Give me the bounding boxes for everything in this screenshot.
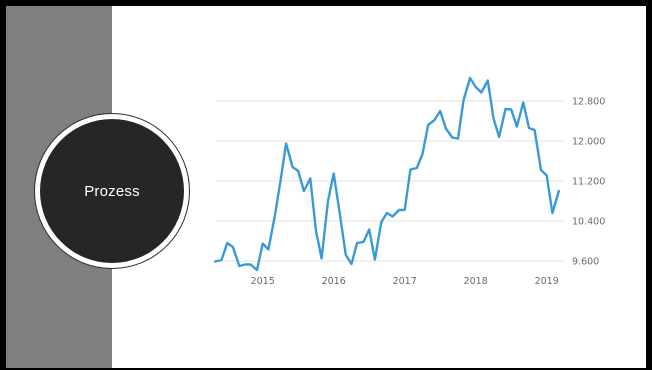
x-axis-ticks: 2015 2016 2017 2018 2019 xyxy=(251,276,559,287)
chart-grid xyxy=(216,100,564,262)
process-circle-fill: Prozess xyxy=(40,119,184,263)
x-tick-label: 2017 xyxy=(393,276,417,287)
slide: Prozess 9.600 10.400 11.200 12.000 12.800 20… xyxy=(6,6,646,368)
x-tick-label: 2019 xyxy=(535,276,559,287)
y-axis-ticks: 9.600 10.400 11.200 12.000 12.800 xyxy=(572,97,605,268)
x-tick-label: 2016 xyxy=(322,276,346,287)
chart-series xyxy=(213,76,560,272)
y-tick-label: 12.000 xyxy=(572,137,605,148)
y-tick-label: 11.200 xyxy=(572,177,605,188)
series-line xyxy=(213,76,560,272)
x-tick-label: 2015 xyxy=(251,276,275,287)
y-tick-label: 10.400 xyxy=(572,217,605,228)
x-tick-label: 2018 xyxy=(464,276,488,287)
y-tick-label: 9.600 xyxy=(572,257,599,268)
process-circle: Prozess xyxy=(34,113,190,269)
process-label: Prozess xyxy=(84,182,140,200)
y-tick-label: 12.800 xyxy=(572,97,605,108)
